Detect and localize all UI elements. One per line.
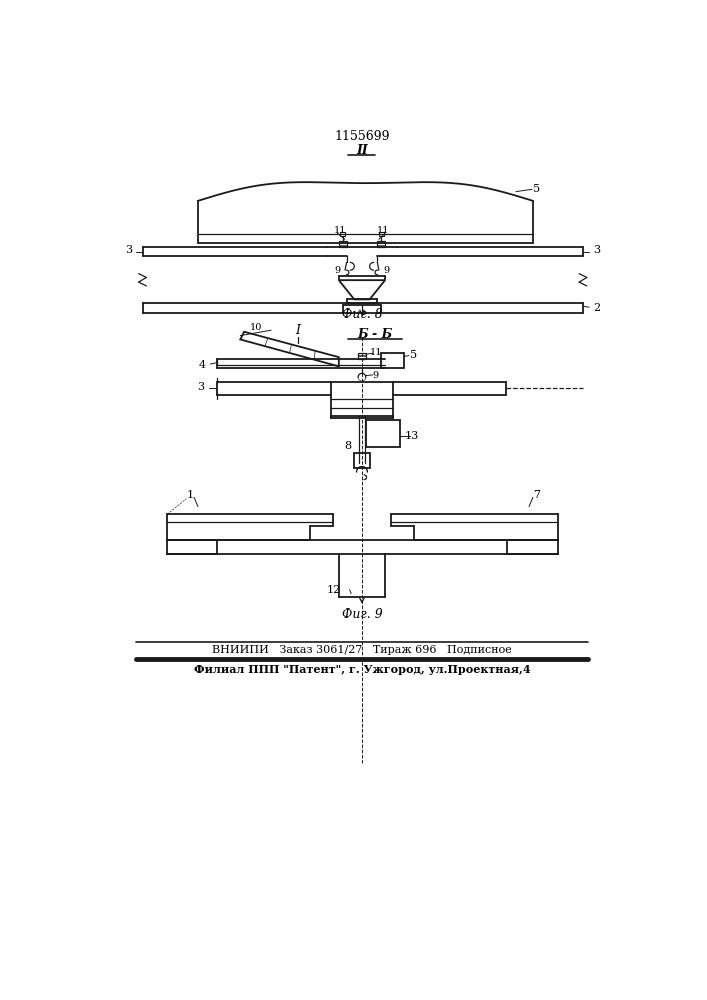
Text: Фиг. 8: Фиг. 8 [341,308,382,321]
Bar [358,353,366,359]
Text: 9: 9 [334,266,340,275]
Text: II: II [356,144,368,157]
Text: I: I [296,324,300,337]
Text: 9: 9 [383,266,390,275]
Text: 12: 12 [326,585,340,595]
Bar [354,453,370,468]
Text: 11: 11 [334,226,346,235]
Bar [340,232,345,236]
Text: Фиг. 9: Фиг. 9 [341,608,382,621]
Text: Филиал ППП "Патент", г. Ужгород, ул.Проектная,4: Филиал ППП "Патент", г. Ужгород, ул.Прое… [194,664,530,675]
Text: 11: 11 [378,226,390,235]
Text: 9: 9 [373,371,379,380]
Text: 1155699: 1155699 [334,130,390,143]
Bar [331,382,393,418]
Text: 3: 3 [593,245,600,255]
Text: 1: 1 [187,490,194,500]
Bar [378,241,385,247]
Bar [339,241,346,247]
Text: 13: 13 [405,431,419,441]
Bar [366,420,400,447]
Text: 5: 5 [533,184,540,194]
Text: 8: 8 [344,441,351,451]
Text: 7: 7 [533,490,540,500]
Bar [381,353,404,368]
Text: 10: 10 [250,323,262,332]
Bar [379,232,383,236]
Text: 4: 4 [199,360,206,370]
Text: Б - Б: Б - Б [358,328,392,341]
Text: 2: 2 [593,303,600,313]
Text: 11: 11 [370,348,382,357]
Text: 5: 5 [411,350,418,360]
Text: 3: 3 [197,382,204,392]
Text: ВНИИПИ   Заказ 3061/27   Тираж 696   Подписное: ВНИИПИ Заказ 3061/27 Тираж 696 Подписное [212,645,512,655]
Text: 3: 3 [125,245,132,255]
